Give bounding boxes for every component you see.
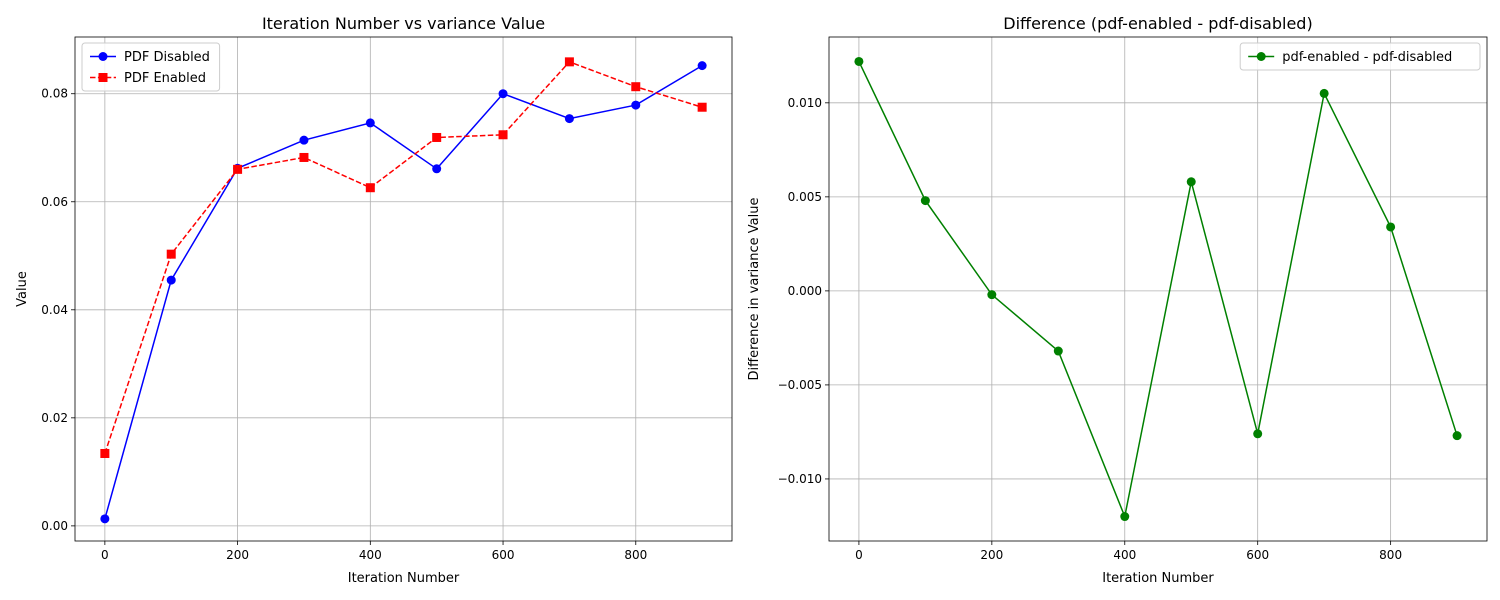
x-tick-label: 600	[492, 548, 515, 562]
data-point	[920, 196, 930, 206]
y-axis-label: Difference in variance Value	[747, 198, 762, 381]
x-tick-label: 200	[980, 548, 1003, 562]
x-tick-label: 800	[1379, 548, 1402, 562]
data-point	[233, 164, 243, 174]
legend: pdf-enabled - pdf-disabled	[1239, 42, 1481, 71]
data-point	[299, 135, 309, 145]
x-tick-label: 0	[101, 548, 109, 562]
data-point	[697, 102, 707, 112]
data-point	[432, 164, 442, 174]
data-point	[166, 275, 176, 285]
data-point	[854, 56, 864, 66]
legend-label: PDF Disabled	[124, 50, 210, 65]
legend-marker	[1256, 52, 1266, 61]
y-tick-label: 0.00	[41, 519, 68, 533]
data-point	[1319, 88, 1329, 98]
y-tick-label: 0.08	[41, 87, 68, 101]
legend: PDF Disabled PDF Enabled	[81, 42, 221, 92]
data-point	[432, 132, 442, 142]
right-chart: 0 200 400 600 800 −0.010 −0.005 0.000 0.005 0.010…	[747, 14, 1488, 586]
x-tick-label: 200	[226, 548, 249, 562]
data-point	[299, 152, 309, 162]
x-tick-label: 800	[624, 548, 647, 562]
legend-marker	[98, 73, 108, 82]
data-point	[697, 61, 707, 71]
x-tick-label: 400	[1113, 548, 1136, 562]
y-tick-label: 0.005	[788, 190, 822, 204]
data-point	[1120, 512, 1130, 522]
y-tick-label: 0.02	[41, 411, 68, 425]
data-point	[1253, 429, 1263, 439]
y-tick-label: 0.04	[41, 303, 68, 317]
data-point	[365, 183, 375, 193]
y-tick-label: −0.005	[778, 378, 822, 392]
left-chart: 0 200 400 600 800 0.00 0.02 0.04 0.06 0.08 Iterati…	[15, 14, 733, 586]
y-tick-label: −0.010	[778, 472, 822, 486]
data-point	[1053, 346, 1063, 356]
y-tick-label: 0.06	[41, 195, 68, 209]
data-point	[1452, 431, 1462, 441]
x-axis-label: Iteration Number	[348, 571, 460, 586]
data-point	[631, 100, 641, 110]
data-point	[100, 514, 110, 524]
y-tick-label: 0.000	[788, 284, 822, 298]
data-point	[564, 57, 574, 67]
series-1	[100, 57, 707, 458]
plot-frame	[828, 36, 1488, 542]
data-point	[1186, 177, 1196, 187]
legend-box	[81, 42, 221, 92]
legend-box	[1239, 42, 1481, 71]
data-point	[631, 82, 641, 92]
chart-title: Iteration Number vs variance Value	[262, 14, 545, 33]
data-point	[1386, 222, 1396, 232]
data-point	[987, 290, 997, 300]
series-line	[858, 61, 1458, 520]
data-point	[498, 89, 508, 99]
series-0	[854, 56, 1462, 522]
y-tick-label: 0.010	[788, 96, 822, 110]
series-line	[104, 60, 703, 454]
x-tick-label: 0	[855, 548, 863, 562]
data-point	[100, 448, 110, 458]
data-point	[166, 249, 176, 259]
x-tick-label: 600	[1246, 548, 1269, 562]
x-axis-label: Iteration Number	[1102, 571, 1214, 586]
x-tick-label: 400	[359, 548, 382, 562]
grid-lines	[75, 37, 732, 541]
data-point	[564, 114, 574, 124]
grid-lines	[829, 37, 1487, 541]
chart-title: Difference (pdf-enabled - pdf-disabled)	[1003, 14, 1312, 33]
legend-label: PDF Enabled	[124, 71, 206, 86]
data-point	[498, 130, 508, 140]
series-0	[100, 61, 707, 524]
legend-label: pdf-enabled - pdf-disabled	[1282, 50, 1452, 65]
legend-marker	[98, 52, 108, 61]
data-point	[365, 118, 375, 128]
series-line	[104, 64, 703, 520]
y-axis-label: Value	[15, 271, 30, 307]
plot-frame	[74, 36, 733, 542]
